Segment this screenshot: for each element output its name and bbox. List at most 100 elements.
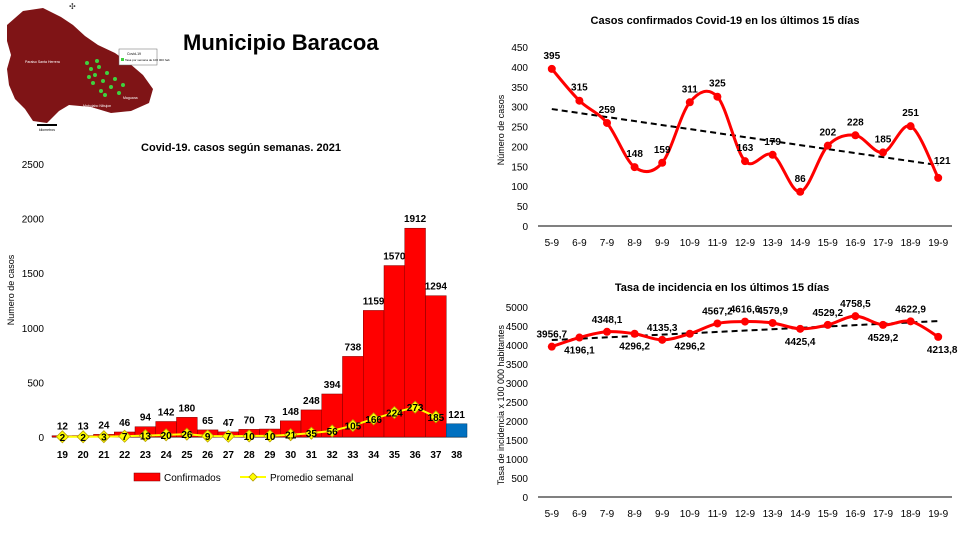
legend-swatch-confirmados	[133, 472, 161, 482]
y-tick-label: 5000	[506, 303, 529, 314]
average-marker	[304, 426, 318, 440]
x-tick-label: 12-9	[735, 509, 755, 520]
average-marker	[138, 429, 152, 443]
chart-title: Casos confirmados Covid-19 en los último…	[591, 15, 860, 27]
x-tick-label: 29	[264, 450, 276, 461]
x-tick-label: 24	[161, 450, 173, 461]
average-marker	[221, 429, 235, 443]
bar-value-label: 1570	[383, 252, 406, 263]
y-tick-label: 0	[522, 222, 528, 233]
data-point	[630, 163, 639, 172]
y-tick-label: 2500	[506, 398, 529, 409]
data-label: 311	[682, 84, 699, 95]
data-label: 4529,2	[868, 333, 899, 344]
y-tick-label: 500	[511, 474, 528, 485]
x-tick-label: 14-9	[790, 238, 810, 249]
average-value-label: 166	[365, 415, 382, 426]
x-tick-label: 5-9	[545, 509, 560, 520]
average-value-label: 10	[244, 432, 256, 443]
trendline	[551, 320, 939, 342]
data-label: 4213,8	[927, 345, 958, 356]
trend-line	[551, 108, 939, 167]
x-tick-label: 27	[223, 450, 235, 461]
data-point	[934, 332, 943, 341]
data-point	[630, 329, 639, 338]
bar-value-label: 13	[78, 422, 90, 433]
data-label: 202	[819, 128, 836, 139]
x-tick-label: 17-9	[873, 238, 893, 249]
bar-value-label: 121	[448, 410, 465, 421]
average-marker	[263, 429, 277, 443]
x-tick-label: 9-9	[655, 509, 670, 520]
data-label: 148	[626, 149, 643, 160]
data-label: 4296,2	[619, 342, 650, 353]
average-value-label: 35	[306, 429, 318, 440]
y-tick-label: 2000	[22, 215, 45, 226]
y-tick-label: 4500	[506, 322, 529, 333]
average-marker	[159, 428, 173, 442]
x-tick-label: 32	[327, 450, 339, 461]
average-value-label: 3	[101, 433, 107, 444]
data-point	[713, 92, 722, 101]
data-label: 179	[764, 137, 781, 148]
bar-value-label: 24	[98, 420, 110, 431]
data-label: 121	[934, 156, 951, 167]
average-value-label: 10	[264, 432, 276, 443]
x-tick-label: 16-9	[845, 509, 865, 520]
incidence-rate-chart: Tasa de incidencia en los últimos 15 día…	[496, 282, 958, 520]
map-legend-title: Covid-19	[127, 52, 141, 56]
x-tick-label: 20	[78, 450, 90, 461]
data-point	[796, 324, 805, 333]
data-label: 4616,6	[730, 305, 761, 316]
x-tick-label: 34	[368, 450, 380, 461]
bar-value-label: 47	[223, 418, 235, 429]
data-label: 4579,9	[757, 306, 788, 317]
y-tick-label: 1500	[22, 269, 45, 280]
x-tick-label: 7-9	[600, 238, 615, 249]
y-tick-label: 50	[517, 202, 529, 213]
x-tick-label: 18-9	[901, 509, 921, 520]
y-tick-label: 250	[511, 123, 528, 134]
daily-cases-chart: Casos confirmados Covid-19 en los último…	[496, 15, 952, 249]
x-tick-label: 13-9	[763, 509, 783, 520]
x-tick-label: 16-9	[845, 238, 865, 249]
average-marker	[387, 405, 401, 420]
x-tick-label: 7-9	[600, 509, 615, 520]
map-label: Mabujabo Nibujon	[83, 104, 111, 108]
x-tick-label: 36	[410, 450, 422, 461]
data-point	[575, 96, 584, 105]
y-tick-label: 500	[27, 378, 44, 389]
data-label: 315	[571, 83, 588, 94]
average-marker	[201, 429, 215, 443]
data-label: 251	[902, 108, 919, 119]
x-tick-label: 33	[347, 450, 359, 461]
series-line: 3956,7 4196,1 4348,1 4296,2 4135,3 4296,2 4567…	[537, 299, 958, 356]
average-value-label: 56	[327, 427, 339, 438]
weekly-cases-chart: Covid-19. casos según semanas. 2021 Nume…	[6, 142, 468, 484]
data-point	[713, 319, 722, 328]
data-point	[768, 150, 777, 159]
y-axis-ticks: 0 500 1000 1500 2000 2500 3000 3500 4000 4500 5000	[506, 303, 952, 504]
bar	[425, 295, 447, 438]
map-label: Maguana	[123, 96, 138, 100]
x-tick-label: 19	[57, 450, 69, 461]
x-tick-label: 11-9	[708, 509, 728, 520]
x-tick-label: 10-9	[680, 238, 700, 249]
map-label: Paraiso Santa Herrera	[25, 60, 60, 64]
y-tick-label: 300	[511, 103, 528, 114]
average-value-label: 9	[205, 432, 211, 443]
x-axis-ticks: 19 20 21 22 23 24 25 26 27 28 29 30 31 32 33 34 35 36 37 38	[57, 450, 463, 461]
x-tick-label: 12-9	[735, 238, 755, 249]
average-value-label: 21	[285, 431, 297, 442]
x-tick-label: 25	[181, 450, 193, 461]
bars: 12 13 24 46 94 142 180 65 47 70 73 148 248 394 738 1159…	[51, 214, 468, 438]
legend-label: Confirmados	[164, 473, 221, 484]
x-tick-label: 10-9	[680, 509, 700, 520]
x-tick-label: 14-9	[790, 509, 810, 520]
map-scale-label: kilometros	[39, 128, 55, 131]
chart-title: Tasa de incidencia en los últimos 15 día…	[615, 282, 829, 294]
x-tick-label: 18-9	[901, 238, 921, 249]
x-tick-label: 15-9	[818, 238, 838, 249]
data-label: 259	[599, 105, 616, 116]
y-tick-label: 450	[511, 43, 528, 54]
